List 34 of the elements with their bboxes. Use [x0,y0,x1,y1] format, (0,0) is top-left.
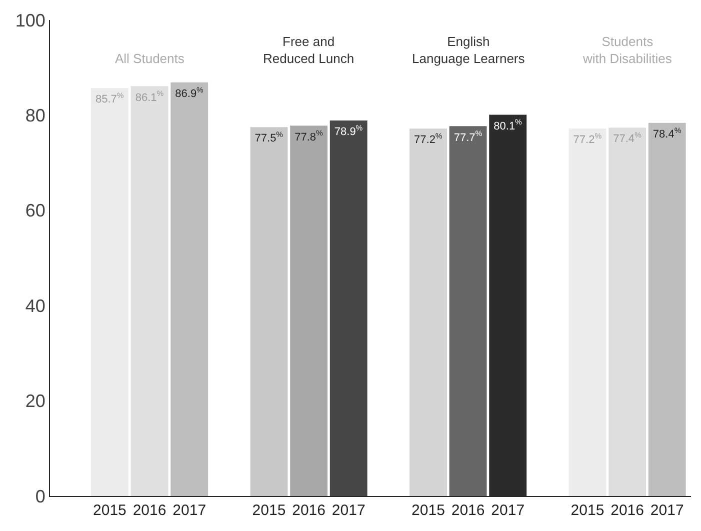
y-tick-label: 80 [25,106,46,126]
data-label: 86.1$^{%}$ [135,89,164,104]
x-tick-label: 2016 [610,502,644,519]
x-tick-label: 2016 [451,502,485,519]
x-tick-label: 2017 [650,502,684,519]
x-tick-label: 2017 [491,502,525,519]
x-tick-label: 2015 [252,502,286,519]
y-tick-label: 0 [35,486,46,506]
data-label: 85.7$^{%}$ [96,91,124,106]
x-tick-label: 2017 [332,502,366,519]
data-label: 78.9$^{%}$ [334,123,363,138]
annotation: All Students [115,51,185,66]
y-tick-label: 40 [25,296,46,316]
x-tick-label: 2017 [172,502,206,519]
annotation: Students with Disabilities [582,34,672,66]
data-label: 77.5$^{%}$ [254,130,284,145]
y-tick-label: 20 [25,391,46,412]
annotation: Free and Reduced Lunch [263,34,354,66]
data-label: 80.1$^{%}$ [494,118,522,132]
data-label: 77.4$^{%}$ [613,130,642,146]
data-label: 86.9$^{%}$ [175,85,204,100]
y-tick-label: 100 [15,10,46,30]
data-label: 77.2$^{%}$ [573,132,602,146]
annotation: English Language Learners [412,34,526,66]
data-label: 78.4$^{%}$ [652,126,682,140]
data-label: 77.7$^{%}$ [454,129,482,144]
data-label: 77.8$^{%}$ [294,128,323,144]
x-tick-label: 2015 [93,502,126,519]
x-tick-label: 2015 [570,502,604,519]
y-tick-label: 60 [25,200,46,221]
data-label: 77.2$^{%}$ [414,132,442,146]
x-tick-label: 2016 [132,502,166,519]
x-tick-label: 2016 [292,502,326,519]
x-tick-label: 2015 [412,502,445,519]
